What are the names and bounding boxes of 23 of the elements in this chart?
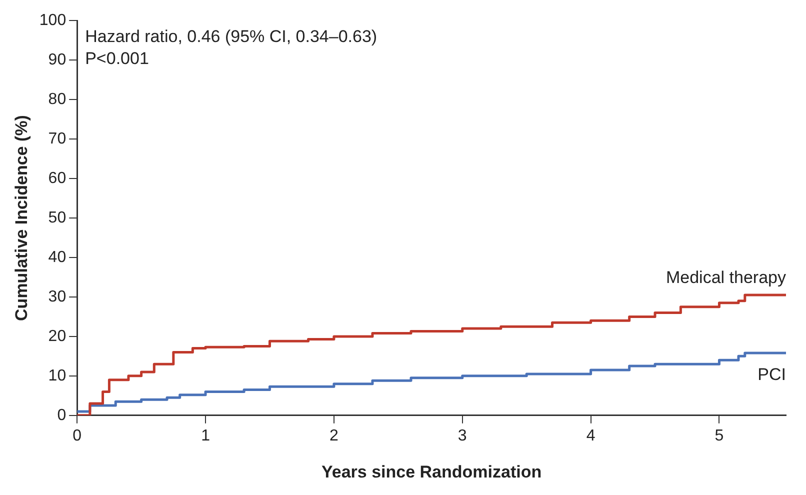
y-tick-label: 50 [48,209,66,226]
y-tick-label: 0 [57,406,66,424]
x-axis-title: Years since Randomization [321,462,542,482]
x-tick-label: 4 [586,427,596,444]
y-tick-label: 90 [48,51,66,68]
y-tick-label: 10 [48,367,66,384]
y-tick-label: 70 [48,130,66,148]
y-tick-label: 60 [48,170,66,187]
x-tick-label: 2 [329,427,338,444]
annotation: Hazard ratio, 0.46 (95% CI, 0.34–0.63) [85,26,378,46]
y-tick-label: 80 [48,90,66,108]
y-tick-label: 20 [48,328,66,345]
x-tick-label: 3 [458,427,467,444]
x-tick-label: 5 [714,427,724,444]
y-tick-label: 30 [48,288,66,306]
series-label: PCI [758,365,786,384]
y-axis-title: Cumulative Incidence (%) [12,115,31,321]
annotation: P<0.001 [85,48,149,68]
series-label: Medical therapy [666,268,786,288]
y-tick-label: 100 [39,12,66,30]
x-tick-label: 0 [72,427,82,444]
y-tick-label: 40 [48,248,66,266]
x-tick-label: 1 [201,427,210,444]
